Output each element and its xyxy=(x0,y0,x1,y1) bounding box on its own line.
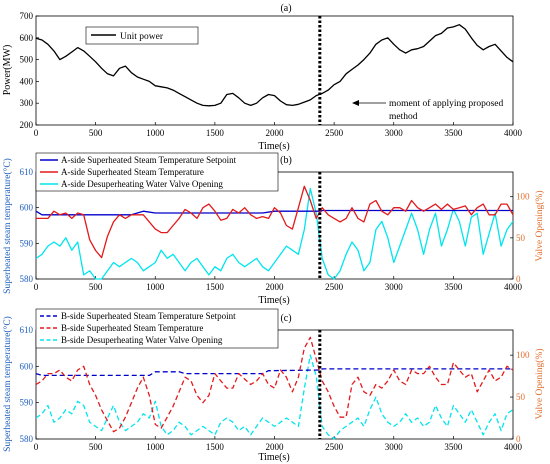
x-tick-label: 2000 xyxy=(266,282,285,292)
panel-b-x-axis-label: Time(s) xyxy=(258,295,289,306)
y-tick-label: 500 xyxy=(20,55,34,65)
panel-b-right-y-ticks: 0 50 100 xyxy=(510,192,530,284)
panel-c-label: (c) xyxy=(280,313,291,324)
x-tick-label: 1500 xyxy=(206,128,225,138)
panel-c-y-axis-label: Superheated steam temperature(°C) xyxy=(2,316,13,452)
x-tick-label: 2500 xyxy=(325,128,344,138)
right-y-tick-label: 100 xyxy=(516,350,530,360)
panel-b-y-axis-label: Superheated steam temperature(°C) xyxy=(2,158,13,294)
series-line-b-side-desuperheating-water-valve-opening xyxy=(35,354,514,440)
panel-a-x-axis-label: Time(s) xyxy=(258,141,289,152)
x-tick-label: 1000 xyxy=(146,442,165,452)
x-tick-label: 4000 xyxy=(504,442,523,452)
right-y-tick-label: 0 xyxy=(516,434,521,444)
annotation-line-1: moment of applying proposed xyxy=(389,98,503,109)
y-tick-label: 600 xyxy=(20,361,34,371)
series-line-b-side-superheated-steam-temperature xyxy=(35,336,514,433)
y-tick-label: 400 xyxy=(20,76,34,86)
panel-c-legend-label-3: B-side Desuperheating Water Valve Openin… xyxy=(61,335,223,345)
y-tick-label: 580 xyxy=(20,434,34,444)
panel-a-x-ticks: 0 500 1000 1500 2000 2500 3000 3500 4000 xyxy=(34,122,523,138)
panel-c: (c) 0 500 1000 1500 2000 2500 3000 3500 4000 580… xyxy=(2,308,545,463)
annotation-arrow-head xyxy=(352,100,359,106)
panel-b-legend-box xyxy=(35,152,279,192)
x-tick-label: 3500 xyxy=(444,128,463,138)
panel-c-legend: B-side Superheated Steam Temperature Set… xyxy=(35,308,279,349)
x-tick-label: 0 xyxy=(34,442,39,452)
x-tick-label: 3000 xyxy=(385,282,404,292)
x-tick-label: 500 xyxy=(89,442,103,452)
panel-a-y-ticks: 200 300 400 500 600 700 xyxy=(20,11,39,130)
panel-b-legend-label-2: A-side Superheated Steam Temperature xyxy=(61,167,204,177)
y-tick-label: 600 xyxy=(20,203,34,213)
x-tick-label: 3500 xyxy=(444,282,463,292)
x-tick-label: 4000 xyxy=(504,128,523,138)
panel-a-y-axis-label: Power(MW) xyxy=(2,45,13,96)
y-tick-label: 700 xyxy=(20,11,34,21)
panel-c-legend-label-1: B-side Superheated Steam Temperature Set… xyxy=(61,311,236,321)
panel-b-label: (b) xyxy=(280,155,292,166)
panel-b-legend-label-3: A-side Desuperheating Water Valve Openin… xyxy=(61,179,223,189)
panel-a-legend: Unit power xyxy=(85,26,199,45)
series-line-a-side-superheated-steam-temperature xyxy=(36,185,514,259)
y-tick-label: 600 xyxy=(20,33,34,43)
panel-c-x-axis-label: Time(s) xyxy=(258,452,289,463)
y-tick-label: 590 xyxy=(20,238,34,248)
x-tick-label: 1500 xyxy=(206,442,225,452)
series-line-unit-power xyxy=(35,24,514,107)
panel-b: (b) 0 500 1000 1500 2000 2500 3000 3500 4000 580… xyxy=(2,152,545,306)
y-tick-label: 200 xyxy=(20,120,34,130)
x-tick-label: 2500 xyxy=(325,442,344,452)
panel-c-right-y-axis-label: Valve Opening(%) xyxy=(534,349,545,420)
series-line-a-side-superheated-steam-temperature-setpoint xyxy=(35,209,513,216)
series-line-b-side-superheated-steam-temperature-setpoint xyxy=(35,368,513,377)
y-tick-label: 590 xyxy=(20,398,34,408)
x-tick-label: 3000 xyxy=(385,442,404,452)
panel-c-legend-box xyxy=(35,308,279,349)
x-tick-label: 1000 xyxy=(146,128,165,138)
y-tick-label: 610 xyxy=(20,167,34,177)
panel-a-legend-box xyxy=(85,26,199,45)
x-tick-label: 500 xyxy=(89,282,103,292)
panel-b-legend-label-1: A-side Superheated Steam Temperature Set… xyxy=(61,155,237,165)
x-tick-label: 2000 xyxy=(266,128,285,138)
panel-c-right-y-ticks: 0 50 100 xyxy=(510,350,530,444)
panel-a-annotation: moment of applying proposed method xyxy=(352,98,503,122)
x-tick-label: 0 xyxy=(34,282,39,292)
right-y-tick-label: 50 xyxy=(516,392,526,402)
panel-a: (a) 0 500 1000 1500 2000 2500 3000 3500 4000 200… xyxy=(2,3,523,152)
x-tick-label: 4000 xyxy=(504,282,523,292)
x-tick-label: 3000 xyxy=(385,128,404,138)
panel-b-x-ticks: 0 500 1000 1500 2000 2500 3000 3500 4000 xyxy=(34,276,523,292)
y-tick-label: 300 xyxy=(20,98,34,108)
x-tick-label: 0 xyxy=(34,128,39,138)
x-tick-label: 2000 xyxy=(266,442,285,452)
annotation-line-2: method xyxy=(389,112,418,122)
y-tick-label: 580 xyxy=(20,274,34,284)
panel-b-right-y-axis-label: Valve Opening(%) xyxy=(534,191,545,262)
x-tick-label: 2500 xyxy=(325,282,344,292)
x-tick-label: 3500 xyxy=(444,442,463,452)
series-line-a-side-desuperheating-water-valve-opening xyxy=(35,187,514,280)
panel-a-label: (a) xyxy=(280,3,291,14)
panel-c-legend-label-2: B-side Superheated Steam Temperature xyxy=(61,323,203,333)
panel-a-series xyxy=(35,24,514,107)
y-tick-label: 610 xyxy=(20,325,34,335)
right-y-tick-label: 100 xyxy=(516,192,530,202)
panel-b-legend: A-side Superheated Steam Temperature Set… xyxy=(35,152,279,192)
panel-a-legend-label: Unit power xyxy=(120,32,164,42)
panel-c-series xyxy=(35,336,514,440)
x-tick-label: 1500 xyxy=(206,282,225,292)
right-y-tick-label: 50 xyxy=(516,233,526,243)
panel-b-series xyxy=(35,185,514,280)
x-tick-label: 1000 xyxy=(146,282,165,292)
right-y-tick-label: 0 xyxy=(516,274,521,284)
panel-c-x-ticks: 0 500 1000 1500 2000 2500 3000 3500 4000 xyxy=(34,436,523,452)
x-tick-label: 500 xyxy=(89,128,103,138)
